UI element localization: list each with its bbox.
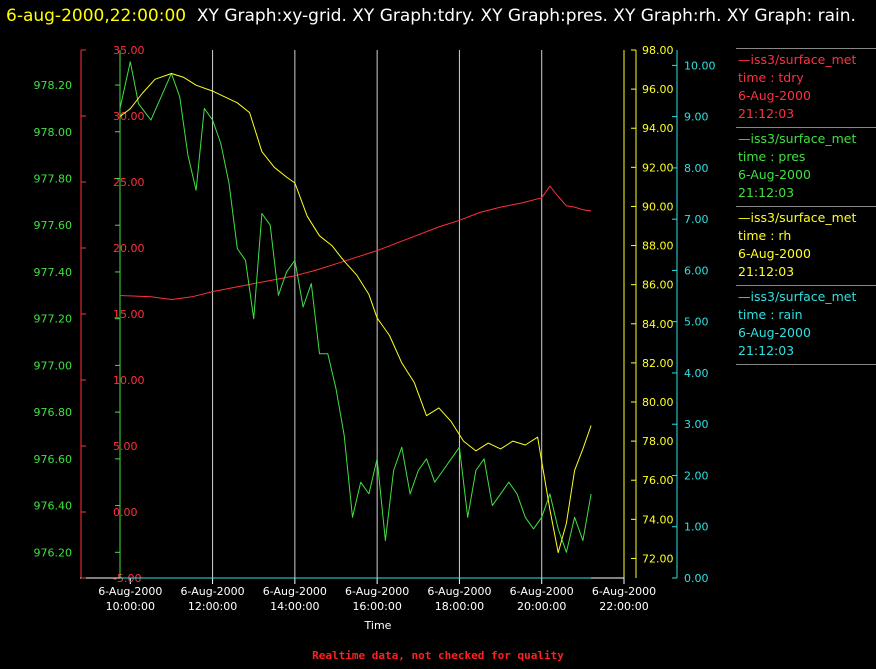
pres-tick-label: 977.60 (34, 219, 73, 232)
tdry-tick-label: 25.00 (113, 176, 145, 189)
rh-tick-label: 82.00 (642, 357, 674, 370)
legend-source: —iss3/surface_met (738, 210, 857, 225)
rain-tick-label: 10.00 (684, 59, 716, 72)
x-tick-date-label: 6-Aug-2000 (180, 585, 244, 598)
graph-title: 6-aug-2000,22:00:00 XY Graph:xy-grid. XY… (6, 2, 866, 30)
x-tick-time-label: 18:00:00 (435, 600, 484, 613)
legend-time: 21:12:03 (738, 185, 795, 200)
rain-tick-label: 4.00 (684, 367, 709, 380)
tdry-tick-label: 5.00 (113, 440, 138, 453)
rh-tick-label: 92.00 (642, 161, 674, 174)
x-tick-time-label: 12:00:00 (188, 600, 237, 613)
rh-tick-label: 72.00 (642, 552, 674, 565)
rh-tick-label: 86.00 (642, 279, 674, 292)
legend-date: 6-Aug-2000 (738, 246, 811, 261)
x-tick-date-label: 6-Aug-2000 (98, 585, 162, 598)
series-line-tdry (119, 185, 592, 300)
legend-source: —iss3/surface_met (738, 52, 857, 67)
series-line-pres (119, 61, 592, 553)
pres-tick-label: 976.80 (34, 406, 73, 419)
quality-footer: Realtime data, not checked for quality (312, 649, 564, 662)
pres-tick-label: 977.40 (34, 266, 73, 279)
tdry-tick-label: 30.00 (113, 110, 145, 123)
rh-tick-label: 96.00 (642, 83, 674, 96)
pres-tick-label: 976.60 (34, 453, 73, 466)
rh-tick-label: 94.00 (642, 122, 674, 135)
rh-tick-label: 80.00 (642, 396, 674, 409)
rh-tick-label: 76.00 (642, 474, 674, 487)
rh-tick-label: 78.00 (642, 435, 674, 448)
x-tick-date-label: 6-Aug-2000 (263, 585, 327, 598)
legend-time: 21:12:03 (738, 106, 795, 121)
rh-tick-label: 90.00 (642, 200, 674, 213)
tdry-tick-label: 35.00 (113, 44, 145, 57)
legend-time: 21:12:03 (738, 264, 795, 279)
legend-var: time : rain (738, 307, 803, 322)
pres-tick-label: 976.20 (34, 546, 73, 559)
rain-tick-label: 1.00 (684, 521, 709, 534)
series-group (119, 61, 592, 579)
x-tick-date-label: 6-Aug-2000 (345, 585, 409, 598)
legend-var: time : tdry (738, 70, 804, 85)
rain-tick-label: 8.00 (684, 162, 709, 175)
pres-tick-label: 977.00 (34, 359, 73, 372)
legend-date: 6-Aug-2000 (738, 325, 811, 340)
x-tick-time-label: 16:00:00 (352, 600, 401, 613)
x-tick-time-label: 22:00:00 (599, 600, 648, 613)
rh-tick-label: 84.00 (642, 318, 674, 331)
x-tick-time-label: 10:00:00 (106, 600, 155, 613)
x-tick-time-label: 20:00:00 (517, 600, 566, 613)
legend-source: —iss3/surface_met (738, 289, 857, 304)
rain-tick-label: 0.00 (684, 572, 709, 585)
legend-date: 6-Aug-2000 (738, 88, 811, 103)
rain-tick-label: 7.00 (684, 213, 709, 226)
legend-time: 21:12:03 (738, 343, 795, 358)
rh-tick-label: 98.00 (642, 44, 674, 57)
rain-tick-label: 6.00 (684, 264, 709, 277)
legend-date: 6-Aug-2000 (738, 167, 811, 182)
tdry-tick-label: 20.00 (113, 242, 145, 255)
tdry-tick-label: 10.00 (113, 374, 145, 387)
rain-tick-label: 9.00 (684, 111, 709, 124)
title-timestamp: 6-aug-2000,22:00:00 (6, 6, 187, 26)
x-tick-time-label: 14:00:00 (270, 600, 319, 613)
pres-tick-label: 976.40 (34, 500, 73, 513)
pres-tick-label: 977.80 (34, 172, 73, 185)
legend-var: time : pres (738, 149, 806, 164)
rain-tick-label: 5.00 (684, 316, 709, 329)
rain-tick-label: 2.00 (684, 469, 709, 482)
tdry-tick-label: 15.00 (113, 308, 145, 321)
x-tick-date-label: 6-Aug-2000 (510, 585, 574, 598)
legend-var: time : rh (738, 228, 792, 243)
title-graph-list: XY Graph:xy-grid. XY Graph:tdry. XY Grap… (196, 6, 856, 26)
rh-tick-label: 88.00 (642, 240, 674, 253)
axes-group: 6-Aug-2000 10:00:00 6-Aug-2000 12:00:00 6-Au… (34, 44, 716, 613)
x-axis-label: Time (364, 619, 392, 632)
pres-tick-label: 978.00 (34, 126, 73, 139)
rain-tick-label: 3.00 (684, 418, 709, 431)
legend-end-rule (736, 364, 876, 371)
legend-source: —iss3/surface_met (738, 131, 857, 146)
pres-tick-label: 978.20 (34, 79, 73, 92)
x-tick-date-label: 6-Aug-2000 (427, 585, 491, 598)
pres-tick-label: 977.20 (34, 313, 73, 326)
series-line-rh (119, 73, 592, 554)
grid-lines (212, 50, 625, 578)
rh-tick-label: 74.00 (642, 513, 674, 526)
legend: —iss3/surface_met time : tdry 6-Aug-2000 21… (736, 48, 876, 371)
tdry-tick-label: 0.00 (113, 506, 138, 519)
x-tick-date-label: 6-Aug-2000 (592, 585, 656, 598)
